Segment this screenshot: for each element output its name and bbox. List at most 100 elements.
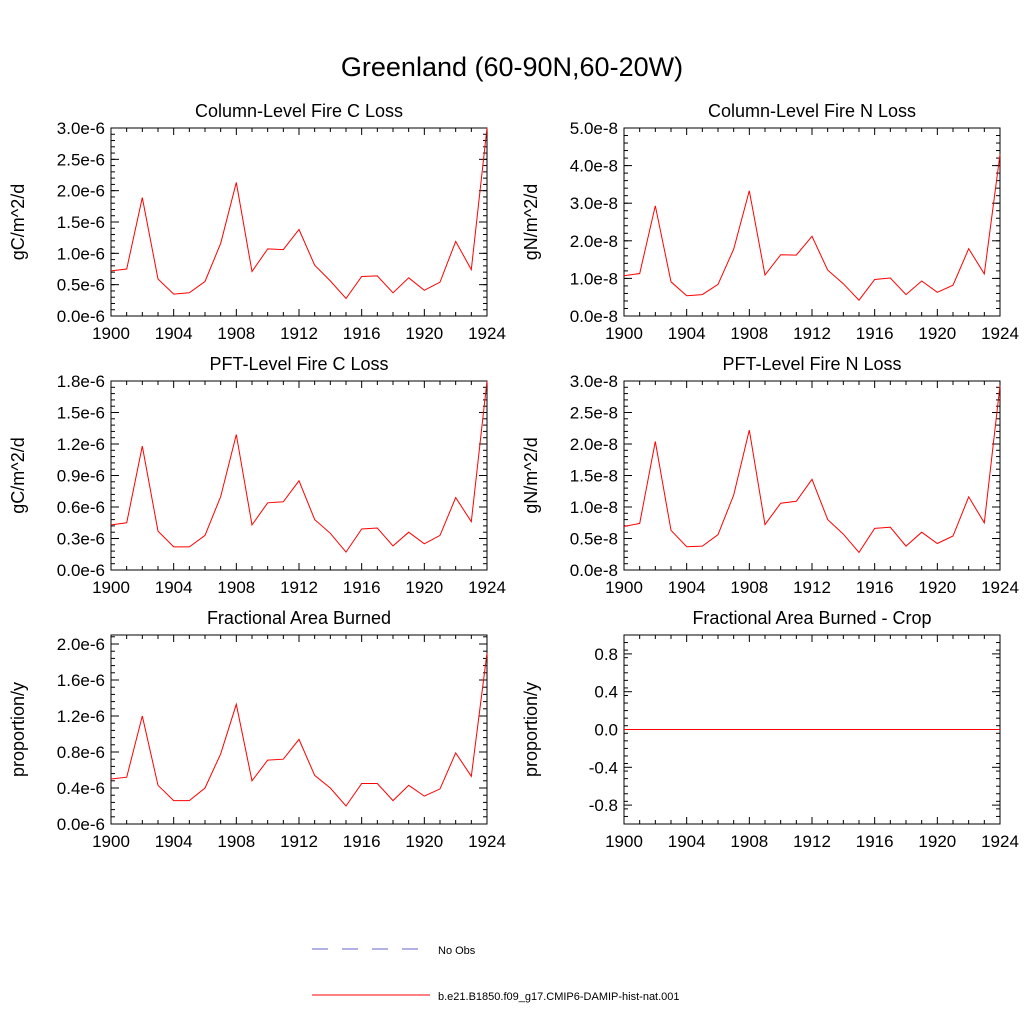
series-line <box>623 154 1001 301</box>
panel-title: Column-Level Fire C Loss <box>195 101 403 121</box>
x-tick-label: 1912 <box>793 578 831 597</box>
y-axis-label: gN/m^2/d <box>521 437 541 513</box>
y-tick-label: 0.4 <box>594 683 618 702</box>
x-tick-label: 1904 <box>155 324 193 343</box>
panel-title: Column-Level Fire N Loss <box>708 101 916 121</box>
y-tick-label: 2.5e-6 <box>57 150 105 169</box>
y-tick-label: 1.2e-6 <box>57 707 105 726</box>
y-axis-label: gC/m^2/d <box>8 437 28 513</box>
y-tick-label: 2.5e-8 <box>570 404 618 423</box>
y-tick-label: 1.5e-6 <box>57 213 105 232</box>
x-tick-label: 1912 <box>280 324 318 343</box>
x-tick-label: 1920 <box>918 832 956 851</box>
x-tick-label: 1904 <box>155 578 193 597</box>
x-tick-label: 1924 <box>981 578 1019 597</box>
x-tick-label: 1904 <box>668 578 706 597</box>
y-tick-label: 2.0e-8 <box>570 435 618 454</box>
y-tick-label: 1.0e-6 <box>57 244 105 263</box>
x-tick-label: 1904 <box>668 324 706 343</box>
x-tick-label: 1924 <box>981 324 1019 343</box>
y-tick-label: 3.0e-8 <box>570 372 618 391</box>
x-tick-label: 1900 <box>92 578 130 597</box>
y-tick-label: 1.5e-8 <box>570 467 618 486</box>
y-tick-label: 2.0e-6 <box>57 635 105 654</box>
x-tick-label: 1904 <box>155 832 193 851</box>
y-tick-label: 3.0e-8 <box>570 194 618 213</box>
y-tick-label: 0.0e-6 <box>57 307 105 326</box>
x-tick-label: 1904 <box>668 832 706 851</box>
x-tick-label: 1900 <box>605 578 643 597</box>
x-tick-label: 1924 <box>468 578 506 597</box>
panel-3: PFT-Level Fire C Loss gC/m^2/d 1900 1904 190… <box>8 354 506 597</box>
panel-title: PFT-Level Fire C Loss <box>209 354 388 374</box>
x-tick-label: 1912 <box>793 832 831 851</box>
x-tick-label: 1912 <box>280 578 318 597</box>
y-tick-label: 1.0e-8 <box>570 269 618 288</box>
series-line <box>110 127 488 300</box>
plot-frame <box>110 380 488 571</box>
y-tick-label: 0.6e-6 <box>57 498 105 517</box>
y-tick-label: 0.9e-6 <box>57 467 105 486</box>
x-tick-label: 1920 <box>918 324 956 343</box>
y-tick-label: 4.0e-8 <box>570 157 618 176</box>
y-axis-label: gN/m^2/d <box>521 184 541 260</box>
x-tick-label: 1900 <box>92 832 130 851</box>
y-tick-label: 3.0e-6 <box>57 119 105 138</box>
x-tick-label: 1916 <box>343 324 381 343</box>
x-tick-label: 1920 <box>405 832 443 851</box>
x-tick-label: 1924 <box>981 832 1019 851</box>
y-tick-label: 0.0e-6 <box>57 815 105 834</box>
panel-1: Column-Level Fire C Loss gC/m^2/d 1900 1904… <box>8 101 506 343</box>
plot-frame <box>623 127 1001 317</box>
series-line <box>110 380 488 553</box>
y-tick-label: 0.8e-6 <box>57 743 105 762</box>
series-line <box>110 652 488 807</box>
y-tick-label: 1.6e-6 <box>57 671 105 690</box>
y-tick-label: -0.8 <box>589 796 618 815</box>
y-tick-label: 0.4e-6 <box>57 779 105 798</box>
y-tick-label: 0.8 <box>594 645 618 664</box>
y-tick-label: 1.8e-6 <box>57 372 105 391</box>
series-line <box>623 385 1001 554</box>
x-tick-label: 1924 <box>468 324 506 343</box>
x-tick-label: 1908 <box>730 832 768 851</box>
panel-2: Column-Level Fire N Loss gN/m^2/d 1900 1904… <box>521 101 1019 343</box>
y-tick-label: 1.2e-6 <box>57 435 105 454</box>
y-tick-label: 1.5e-6 <box>57 404 105 423</box>
panel-title: PFT-Level Fire N Loss <box>722 354 901 374</box>
panel-title: Fractional Area Burned <box>207 608 391 628</box>
panel-title: Fractional Area Burned - Crop <box>692 608 931 628</box>
plot-frame <box>623 380 1001 571</box>
y-tick-label: 1.0e-8 <box>570 498 618 517</box>
y-tick-label: 0.0 <box>594 721 618 740</box>
x-tick-label: 1900 <box>605 324 643 343</box>
legend: No Obs b.e21.B1850.f09_g17.CMIP6-DAMIP-h… <box>312 945 680 1003</box>
x-tick-label: 1916 <box>343 832 381 851</box>
x-tick-label: 1916 <box>343 578 381 597</box>
x-tick-label: 1908 <box>730 578 768 597</box>
y-axis-label: gC/m^2/d <box>8 184 28 260</box>
x-tick-label: 1908 <box>217 832 255 851</box>
y-tick-label: 2.0e-6 <box>57 182 105 201</box>
panel-4: PFT-Level Fire N Loss gN/m^2/d 1900 1904 190… <box>521 354 1019 597</box>
legend-no-obs-label: No Obs <box>438 945 476 957</box>
x-tick-label: 1908 <box>730 324 768 343</box>
panel-5: Fractional Area Burned proportion/y 1900 19… <box>8 608 506 851</box>
x-tick-label: 1924 <box>468 832 506 851</box>
figure-title: Greenland (60-90N,60-20W) <box>340 52 684 82</box>
x-tick-label: 1900 <box>605 832 643 851</box>
y-axis-label: proportion/y <box>8 682 28 777</box>
x-tick-label: 1916 <box>856 324 894 343</box>
legend-run-label: b.e21.B1850.f09_g17.CMIP6-DAMIP-hist-nat… <box>438 991 680 1003</box>
y-tick-label: 5.0e-8 <box>570 119 618 138</box>
x-tick-label: 1908 <box>217 324 255 343</box>
y-tick-label: 0.5e-6 <box>57 276 105 295</box>
y-tick-label: 2.0e-8 <box>570 232 618 251</box>
y-tick-label: 0.3e-6 <box>57 530 105 549</box>
x-tick-label: 1920 <box>405 324 443 343</box>
x-tick-label: 1908 <box>217 578 255 597</box>
y-axis-label: proportion/y <box>521 682 541 777</box>
y-tick-label: 0.5e-8 <box>570 530 618 549</box>
y-tick-label: -0.4 <box>589 758 618 777</box>
